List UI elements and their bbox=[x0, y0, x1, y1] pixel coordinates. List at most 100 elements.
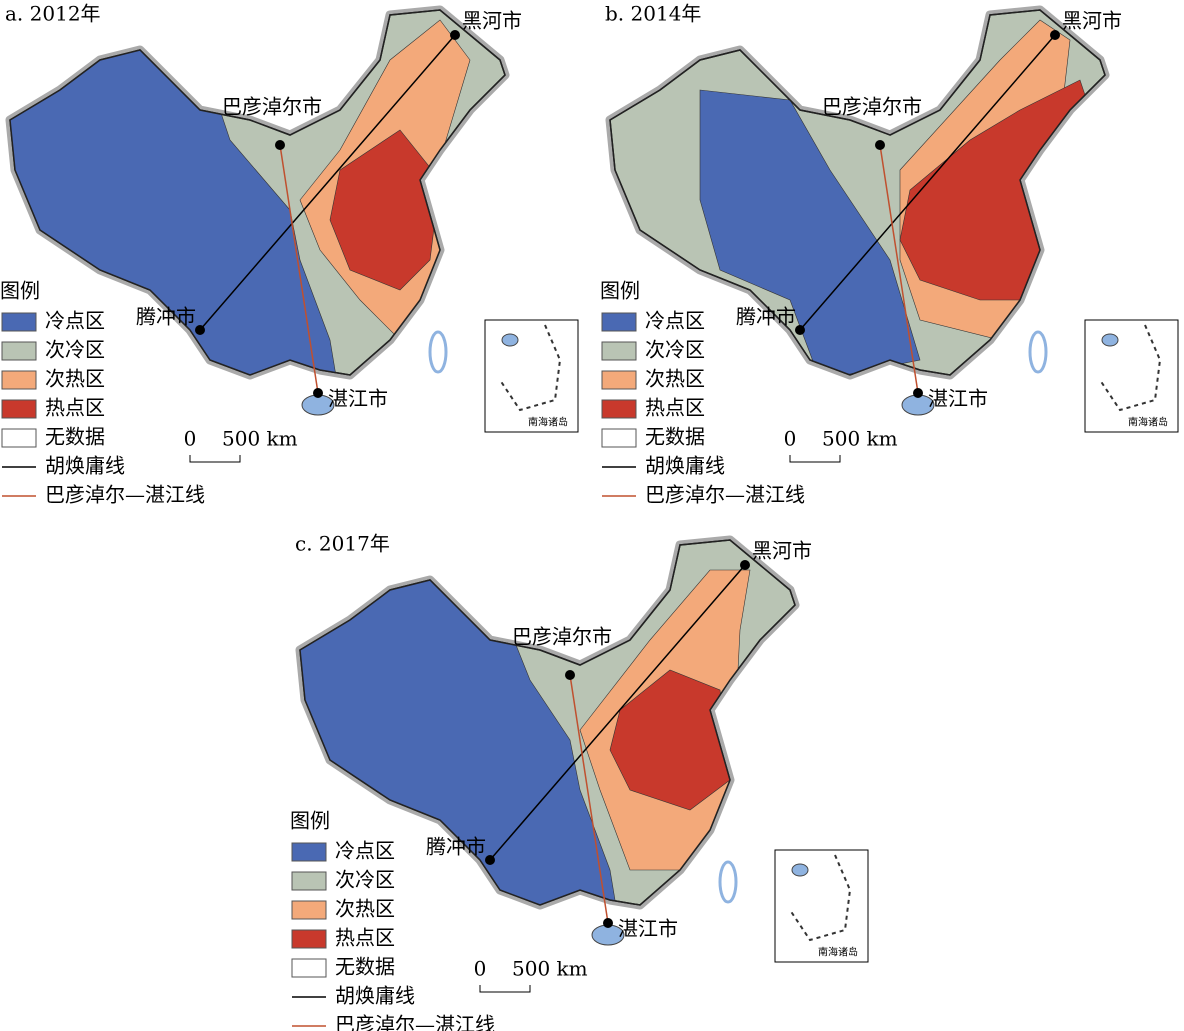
legend-swatch bbox=[601, 312, 637, 332]
inset-line bbox=[1099, 324, 1162, 412]
legend-label: 巴彦淖尔—湛江线 bbox=[335, 1013, 495, 1031]
city-label: 湛江市 bbox=[928, 387, 988, 411]
city-dot bbox=[450, 30, 460, 40]
legend-swatch bbox=[601, 341, 637, 361]
inset-hainan bbox=[791, 863, 809, 877]
legend-swatch bbox=[1, 399, 37, 419]
country-border bbox=[9, 9, 506, 376]
legend-swatch bbox=[291, 842, 327, 862]
legend-swatch bbox=[1, 370, 37, 390]
city-label: 黑河市 bbox=[1062, 9, 1122, 33]
legend-label: 次冷区 bbox=[645, 338, 705, 362]
legend-title: 图例 bbox=[290, 809, 330, 833]
inset-frame bbox=[774, 849, 869, 963]
legend-label: 无数据 bbox=[645, 425, 705, 449]
legend-label: 巴彦淖尔—湛江线 bbox=[45, 483, 205, 507]
bz-line bbox=[879, 144, 919, 394]
legend-swatch bbox=[291, 871, 327, 891]
scale-bar bbox=[189, 455, 241, 463]
legend-label: 胡焕庸线 bbox=[645, 454, 725, 478]
legend-label: 冷点区 bbox=[645, 309, 705, 333]
city-dot bbox=[275, 140, 285, 150]
legend-title: 图例 bbox=[0, 279, 40, 303]
city-dot bbox=[603, 918, 613, 928]
legend-label: 巴彦淖尔—湛江线 bbox=[645, 483, 805, 507]
bz-line bbox=[279, 144, 319, 394]
legend-swatch bbox=[601, 428, 637, 448]
scale-end: 500 km bbox=[512, 957, 588, 981]
city-dot bbox=[913, 388, 923, 398]
legend-label: 次热区 bbox=[335, 897, 395, 921]
hu-line bbox=[799, 34, 1056, 331]
inset-hainan bbox=[501, 333, 519, 347]
legend-label: 热点区 bbox=[645, 396, 705, 420]
legend-label: 冷点区 bbox=[45, 309, 105, 333]
hot-region bbox=[609, 669, 731, 811]
legend-swatch bbox=[601, 370, 637, 390]
legend-swatch bbox=[1, 428, 37, 448]
legend-swatch bbox=[1, 341, 37, 361]
city-label: 巴彦淖尔市 bbox=[512, 625, 612, 649]
scale-start: 0 bbox=[184, 427, 197, 451]
legend-label: 次热区 bbox=[45, 367, 105, 391]
legend-label: 无数据 bbox=[335, 955, 395, 979]
scale-start: 0 bbox=[474, 957, 487, 981]
city-dot bbox=[565, 670, 575, 680]
city-label: 巴彦淖尔市 bbox=[222, 95, 322, 119]
city-dot bbox=[313, 388, 323, 398]
legend-label: 次热区 bbox=[645, 367, 705, 391]
city-label: 腾冲市 bbox=[736, 305, 796, 329]
city-label: 湛江市 bbox=[328, 387, 388, 411]
legend-label: 次冷区 bbox=[335, 868, 395, 892]
inset-label: 南海诸岛 bbox=[528, 416, 568, 429]
city-dot bbox=[485, 855, 495, 865]
taiwan bbox=[1028, 330, 1048, 374]
city-label: 腾冲市 bbox=[426, 835, 486, 859]
legend-label: 热点区 bbox=[45, 396, 105, 420]
taiwan bbox=[428, 330, 448, 374]
inset-frame bbox=[1084, 319, 1179, 433]
inset-label: 南海诸岛 bbox=[818, 946, 858, 959]
city-label: 黑河市 bbox=[462, 9, 522, 33]
panel-title: a. 2012年 bbox=[5, 2, 101, 26]
scale-end: 500 km bbox=[822, 427, 898, 451]
city-label: 巴彦淖尔市 bbox=[822, 95, 922, 119]
city-dot bbox=[1050, 30, 1060, 40]
country-border bbox=[609, 9, 1106, 376]
hot-region bbox=[329, 129, 441, 291]
legend-swatch bbox=[1, 312, 37, 332]
legend-swatch bbox=[291, 929, 327, 949]
legend-label: 热点区 bbox=[335, 926, 395, 950]
legend-title: 图例 bbox=[600, 279, 640, 303]
panel-title: b. 2014年 bbox=[605, 2, 701, 26]
inset-hainan bbox=[1101, 333, 1119, 347]
scale-end: 500 km bbox=[222, 427, 298, 451]
city-label: 湛江市 bbox=[618, 917, 678, 941]
city-label: 黑河市 bbox=[752, 539, 812, 563]
scale-bar bbox=[789, 455, 841, 463]
taiwan bbox=[718, 860, 738, 904]
legend-label: 次冷区 bbox=[45, 338, 105, 362]
city-label: 腾冲市 bbox=[136, 305, 196, 329]
legend-swatch bbox=[601, 399, 637, 419]
panel-title: c. 2017年 bbox=[295, 532, 390, 556]
country-border bbox=[299, 539, 796, 906]
city-dot bbox=[740, 560, 750, 570]
legend-label: 胡焕庸线 bbox=[335, 984, 415, 1008]
city-dot bbox=[195, 325, 205, 335]
bz-line bbox=[569, 674, 609, 924]
legend-label: 胡焕庸线 bbox=[45, 454, 125, 478]
scale-bar bbox=[479, 985, 531, 993]
inset-label: 南海诸岛 bbox=[1128, 416, 1168, 429]
scale-start: 0 bbox=[784, 427, 797, 451]
city-dot bbox=[795, 325, 805, 335]
inset-line bbox=[499, 324, 562, 412]
legend-swatch bbox=[291, 900, 327, 920]
city-dot bbox=[875, 140, 885, 150]
hu-line bbox=[199, 34, 456, 331]
inset-frame bbox=[484, 319, 579, 433]
